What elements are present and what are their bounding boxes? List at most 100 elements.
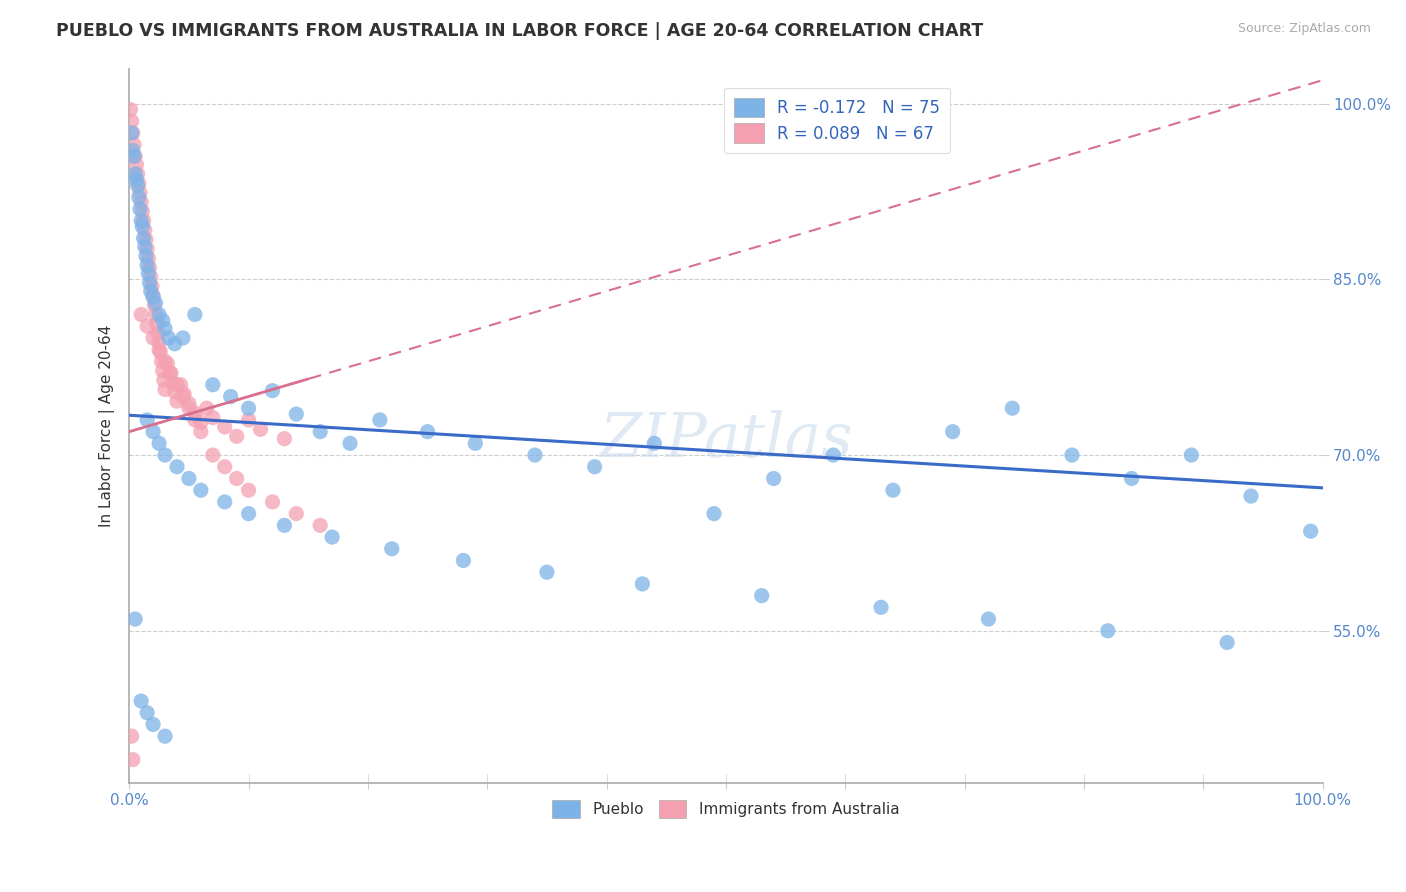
Point [823,448,845,462]
Point [129,308,152,322]
Point [153,354,176,368]
Point [129,186,152,200]
Point [416,425,439,439]
Point [195,401,218,416]
Point [882,483,904,498]
Point [121,144,143,158]
Point [153,729,176,743]
Point [262,384,284,398]
Point [148,335,170,350]
Point [124,612,146,626]
Point [214,420,236,434]
Point [273,518,295,533]
Point [159,366,181,380]
Point [381,541,404,556]
Point [321,530,343,544]
Point [148,308,170,322]
Point [125,157,148,171]
Point [177,396,200,410]
Point [219,390,242,404]
Point [124,167,146,181]
Point [131,204,153,219]
Point [153,373,176,387]
Point [225,429,247,443]
Point [148,343,170,357]
Point [177,401,200,416]
Point [751,589,773,603]
Point [128,190,150,204]
Point [703,507,725,521]
Text: PUEBLO VS IMMIGRANTS FROM AUSTRALIA IN LABOR FORCE | AGE 20-64 CORRELATION CHART: PUEBLO VS IMMIGRANTS FROM AUSTRALIA IN L… [56,22,983,40]
Point [132,231,155,245]
Point [136,706,159,720]
Point [121,126,143,140]
Point [121,126,143,140]
Point [190,425,212,439]
Point [124,149,146,163]
Point [138,260,160,275]
Text: ZIPatlas: ZIPatlas [599,410,852,470]
Point [166,459,188,474]
Point [238,401,260,416]
Point [1060,448,1083,462]
Point [464,436,486,450]
Point [201,410,224,425]
Point [536,565,558,579]
Point [156,357,179,371]
Point [136,242,159,256]
Point [129,202,152,216]
Point [238,507,260,521]
Point [166,377,188,392]
Point [163,336,186,351]
Point [184,406,207,420]
Point [309,425,332,439]
Point [166,394,188,409]
Point [1180,448,1202,462]
Point [977,612,1000,626]
Point [136,258,159,272]
Legend: Pueblo, Immigrants from Australia: Pueblo, Immigrants from Australia [546,792,907,825]
Point [138,252,160,266]
Point [163,384,186,399]
Point [225,471,247,485]
Point [153,321,176,335]
Point [145,295,167,310]
Point [122,149,145,163]
Point [146,326,169,341]
Point [160,376,183,390]
Point [190,483,212,498]
Point [262,495,284,509]
Point [762,471,785,485]
Point [138,267,160,281]
Point [122,137,145,152]
Point [1121,471,1143,485]
Point [169,377,191,392]
Point [238,413,260,427]
Point [142,425,165,439]
Point [201,377,224,392]
Point [214,495,236,509]
Point [127,178,149,193]
Point [131,219,153,234]
Point [583,459,606,474]
Point [138,276,160,290]
Point [143,298,166,312]
Point [523,448,546,462]
Point [1097,624,1119,638]
Point [157,331,180,345]
Point [148,436,170,450]
Point [1240,489,1263,503]
Point [177,471,200,485]
Point [152,364,174,378]
Point [309,518,332,533]
Point [121,753,143,767]
Point [125,173,148,187]
Point [121,729,143,743]
Y-axis label: In Labor Force | Age 20-64: In Labor Force | Age 20-64 [100,325,115,527]
Point [172,331,194,345]
Point [129,694,152,708]
Point [1299,524,1322,539]
Point [135,233,157,247]
Point [121,114,143,128]
Point [120,103,142,117]
